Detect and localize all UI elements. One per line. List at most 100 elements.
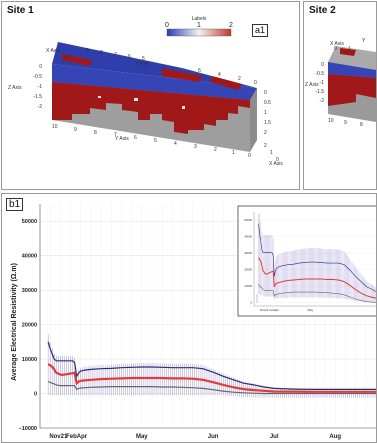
tick-label: 3: [194, 144, 197, 150]
inset-y-tick-label: 0: [250, 301, 252, 305]
inset-series-line-lower: [258, 284, 376, 303]
inset-x-tick-label: Nov21: [260, 308, 269, 312]
site1-title: Site 1: [7, 5, 34, 16]
inset-y-tick-label: 30000: [244, 251, 252, 255]
chart-panel: b1 50000 40000 30000 20000 10000 0 −10000 Nov21…: [1, 193, 377, 443]
tick-label: 6: [128, 54, 131, 60]
tick-label: -2: [320, 98, 325, 104]
inset-series-line-mid: [258, 257, 376, 299]
model-top-patch: [62, 54, 92, 66]
model-top-face: [52, 42, 257, 88]
colorbar-tick: 0: [165, 22, 169, 29]
model-top-patch: [162, 68, 202, 82]
y-tick-label: 30000: [22, 288, 37, 294]
axis-label: Z Axis: [8, 85, 22, 91]
tick-label: 6: [134, 135, 137, 141]
series-line-lower: [47, 380, 376, 395]
tick-label: -2: [38, 104, 43, 110]
x-tick-label: Nov21: [49, 434, 68, 440]
model-end-face: [250, 88, 257, 152]
chart-tag: b1: [6, 198, 24, 211]
tick-label: -0.5: [315, 71, 324, 77]
x-tick-label: FebApr: [66, 434, 88, 440]
tick-label: 5: [154, 138, 157, 144]
axis-label: X Axis: [269, 161, 283, 167]
tick-label: 1.5: [264, 120, 271, 126]
y-tick-label: 40000: [22, 254, 37, 260]
axis-label: Y Axis: [135, 61, 149, 67]
x-tick-label: Aug: [329, 434, 341, 440]
tick-label: -0.5: [33, 74, 42, 80]
axis-label: X Axis: [46, 48, 60, 54]
tick-label: 0: [254, 80, 257, 86]
inset-y-tick-label: 50000: [244, 218, 252, 222]
tick-label: 0: [39, 64, 42, 70]
model-blue-layer: [52, 64, 257, 100]
model-top-patch: [210, 76, 242, 90]
tick-label: 8: [360, 122, 363, 128]
model-cell: [134, 98, 138, 101]
tick-label: 10: [328, 118, 334, 124]
tick-label: 1: [270, 150, 273, 156]
x-tick-label: Jun: [208, 434, 219, 440]
y-tick-label: 0: [34, 392, 37, 398]
site2-panel: Site 2 X Axis Z Axis Y 0 1 0 -0.5 -1 -1.…: [303, 1, 377, 190]
model-top-patch: [340, 48, 356, 56]
tick-label: 8: [100, 50, 103, 56]
tick-label: -1.5: [315, 89, 324, 95]
inset-y-tick-label: 20000: [244, 268, 252, 272]
y-tick-label: 10000: [22, 357, 37, 363]
model-cell: [182, 106, 185, 109]
tick-label: -1: [38, 84, 43, 90]
chart-inset: 50000 40000 30000 20000 10000 0 Nov21 FebApr May: [237, 205, 376, 317]
tick-label: 1: [348, 46, 351, 52]
tick-label: 0: [276, 157, 279, 163]
y-axis-label: Average Electrical Resistivity (Ω.m): [11, 263, 18, 381]
tick-label: 0: [321, 62, 324, 68]
tick-label: 2: [238, 76, 241, 82]
series-line-upper: [47, 341, 376, 390]
tick-label: 1: [264, 110, 267, 116]
tick-label: 4: [174, 141, 177, 147]
inset-y-tick-label: 10000: [244, 284, 252, 288]
inset-plot: 50000 40000 30000 20000 10000 0 Nov21 FebApr May: [244, 212, 376, 312]
colorbar-tick: 2: [229, 22, 233, 29]
tick-label: 4: [218, 72, 221, 78]
tick-label: 2: [264, 143, 267, 149]
tick-label: -1: [320, 80, 325, 86]
tick-label: 0: [248, 153, 251, 159]
axis-label: Z Axis: [305, 82, 319, 88]
colorbar-tick: 1: [197, 22, 201, 29]
resistivity-chart: 50000400003000020000100000−10000Nov21Feb…: [11, 204, 376, 440]
model-cell: [98, 96, 101, 98]
inset-y-tick-label: 40000: [244, 235, 252, 239]
axis-label: Y: [362, 38, 366, 44]
chart-axes: 50000400003000020000100000−10000Nov21Feb…: [18, 204, 376, 440]
tick-label: 9: [344, 120, 347, 126]
axis-label: X Axis: [330, 41, 344, 47]
colorbar: [166, 28, 232, 37]
site2-3d-model: X Axis Z Axis Y 0 1 0 -0.5 -1 -1.5 -2 10…: [305, 38, 376, 128]
tick-label: 7: [114, 132, 117, 138]
tick-label: 2: [214, 147, 217, 153]
tick-label: 0: [264, 90, 267, 96]
model-red-layer: [328, 74, 376, 106]
site1-tag: a1: [252, 24, 269, 37]
site1-3d-model: Labels 0 1 2 X Axis Y Axis Z Axis Y Axis…: [8, 16, 283, 167]
site2-title: Site 2: [309, 5, 336, 16]
y-tick-label: 50000: [22, 219, 37, 225]
tick-label: 8: [94, 130, 97, 136]
y-tick-label: −10000: [18, 426, 37, 432]
series-line-mid: [47, 363, 376, 393]
tick-label: 0: [334, 46, 337, 52]
x-tick-label: Jul: [270, 434, 279, 440]
tick-label: 9: [86, 48, 89, 54]
model-red-layer: [52, 82, 250, 134]
tick-label: 7: [114, 52, 117, 58]
colorbar-label: Labels: [192, 16, 207, 22]
site1-panel: Site 1 a1 Labels 0 1 2: [1, 1, 300, 190]
axis-label: Y Axis: [115, 136, 129, 142]
y-tick-label: 20000: [22, 323, 37, 329]
tick-label: 9: [74, 127, 77, 133]
tick-label: 0.5: [264, 100, 271, 106]
